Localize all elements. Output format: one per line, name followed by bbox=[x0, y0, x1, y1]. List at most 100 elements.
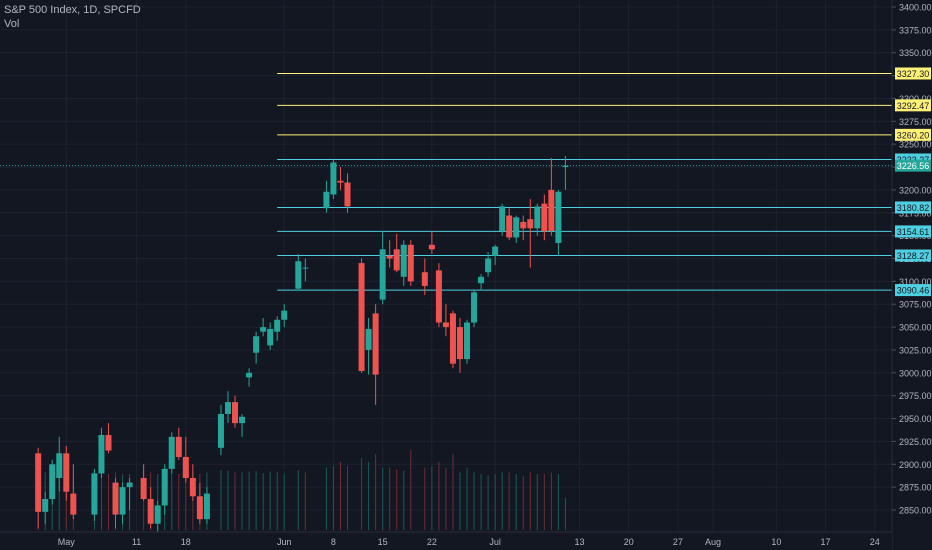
candle[interactable] bbox=[562, 156, 569, 190]
candle[interactable] bbox=[175, 427, 182, 460]
candle[interactable] bbox=[548, 157, 555, 236]
time-axis[interactable] bbox=[0, 532, 892, 550]
y-tick-label: 2875.00 bbox=[899, 483, 932, 493]
candle[interactable] bbox=[168, 432, 175, 474]
candle-body bbox=[527, 219, 534, 229]
candle[interactable] bbox=[42, 491, 49, 524]
candle[interactable] bbox=[56, 436, 63, 492]
candle-body bbox=[442, 322, 449, 328]
candle[interactable] bbox=[239, 413, 246, 437]
candle[interactable] bbox=[63, 445, 70, 501]
candle[interactable] bbox=[224, 391, 231, 424]
candle[interactable] bbox=[295, 253, 302, 291]
candle[interactable] bbox=[358, 258, 365, 373]
candle-body bbox=[203, 493, 210, 520]
candle[interactable] bbox=[428, 231, 435, 254]
candle[interactable] bbox=[246, 368, 253, 387]
volume-bar bbox=[494, 474, 496, 530]
candle[interactable] bbox=[407, 240, 414, 286]
candle[interactable] bbox=[442, 304, 449, 337]
candle-body bbox=[337, 180, 344, 183]
candle[interactable] bbox=[70, 464, 77, 520]
candle[interactable] bbox=[506, 208, 513, 241]
candle[interactable] bbox=[119, 482, 126, 524]
candle[interactable] bbox=[344, 173, 351, 213]
level-price-label[interactable]: 3090.46 bbox=[895, 284, 931, 297]
candle[interactable] bbox=[421, 258, 428, 296]
candle[interactable] bbox=[49, 459, 56, 505]
level-price-label[interactable]: 3128.27 bbox=[895, 249, 931, 262]
candle[interactable] bbox=[203, 487, 210, 524]
candle[interactable] bbox=[372, 304, 379, 405]
candle[interactable] bbox=[520, 215, 527, 241]
candle[interactable] bbox=[365, 317, 372, 375]
candle[interactable] bbox=[140, 464, 147, 501]
candle[interactable] bbox=[393, 233, 400, 273]
candle-body bbox=[126, 482, 133, 488]
candle[interactable] bbox=[337, 167, 344, 190]
candle[interactable] bbox=[534, 203, 541, 236]
last-price-label-bg bbox=[895, 159, 931, 172]
candle-body bbox=[534, 206, 541, 229]
candle-body bbox=[365, 328, 372, 350]
y-tick-label: 3300.00 bbox=[899, 94, 932, 104]
candle[interactable] bbox=[456, 317, 463, 373]
candle[interactable] bbox=[449, 310, 456, 369]
level-price-label[interactable]: 3180.82 bbox=[895, 201, 931, 214]
candle[interactable] bbox=[253, 331, 260, 364]
candle[interactable] bbox=[182, 436, 189, 483]
candle[interactable] bbox=[35, 447, 42, 529]
candle[interactable] bbox=[260, 317, 267, 337]
candle[interactable] bbox=[147, 487, 154, 529]
candle-body bbox=[196, 496, 203, 520]
x-tick-label: 8 bbox=[331, 537, 336, 547]
y-tick-label: 3275.00 bbox=[899, 117, 932, 127]
candle[interactable] bbox=[435, 263, 442, 328]
candle[interactable] bbox=[527, 199, 534, 268]
candle[interactable] bbox=[189, 464, 196, 501]
candle[interactable] bbox=[112, 477, 119, 529]
candle[interactable] bbox=[302, 258, 309, 282]
candle[interactable] bbox=[196, 482, 203, 524]
candle[interactable] bbox=[541, 194, 548, 241]
candle[interactable] bbox=[126, 477, 133, 510]
candle[interactable] bbox=[98, 427, 105, 478]
candle[interactable] bbox=[471, 290, 478, 328]
candle[interactable] bbox=[513, 215, 520, 243]
candle[interactable] bbox=[499, 203, 506, 236]
candle[interactable] bbox=[105, 423, 112, 454]
price-axis[interactable] bbox=[892, 0, 932, 550]
level-price-label[interactable]: 3154.61 bbox=[895, 225, 931, 238]
candle[interactable] bbox=[267, 322, 274, 350]
volume-bar bbox=[403, 470, 405, 530]
x-tick-label: 15 bbox=[378, 537, 388, 547]
candle[interactable] bbox=[274, 316, 281, 341]
volume-bar bbox=[325, 467, 327, 530]
x-tick-label: 24 bbox=[870, 537, 880, 547]
volume-bar bbox=[347, 466, 348, 530]
candle[interactable] bbox=[555, 189, 562, 256]
last-price-label[interactable]: 3226.56 bbox=[895, 159, 931, 172]
candle[interactable] bbox=[330, 159, 337, 200]
x-tick-label: 10 bbox=[771, 537, 781, 547]
level-price-label[interactable]: 3327.30 bbox=[895, 67, 931, 80]
level-price-label[interactable]: 3292.47 bbox=[895, 99, 931, 112]
candle[interactable] bbox=[464, 319, 471, 364]
candle[interactable] bbox=[379, 231, 386, 305]
candle[interactable] bbox=[478, 274, 485, 291]
candle[interactable] bbox=[161, 464, 168, 515]
level-price-label[interactable]: 3260.20 bbox=[895, 128, 931, 141]
candle[interactable] bbox=[485, 252, 492, 277]
candle[interactable] bbox=[386, 240, 393, 268]
candle[interactable] bbox=[323, 180, 330, 213]
candle[interactable] bbox=[232, 395, 239, 428]
candle[interactable] bbox=[154, 500, 161, 533]
x-tick-label: 22 bbox=[427, 537, 437, 547]
candle[interactable] bbox=[217, 404, 224, 456]
candle[interactable] bbox=[281, 304, 288, 328]
candle-body bbox=[232, 402, 239, 424]
candle[interactable] bbox=[492, 244, 499, 265]
candle[interactable] bbox=[400, 240, 407, 286]
candle[interactable] bbox=[91, 468, 98, 521]
